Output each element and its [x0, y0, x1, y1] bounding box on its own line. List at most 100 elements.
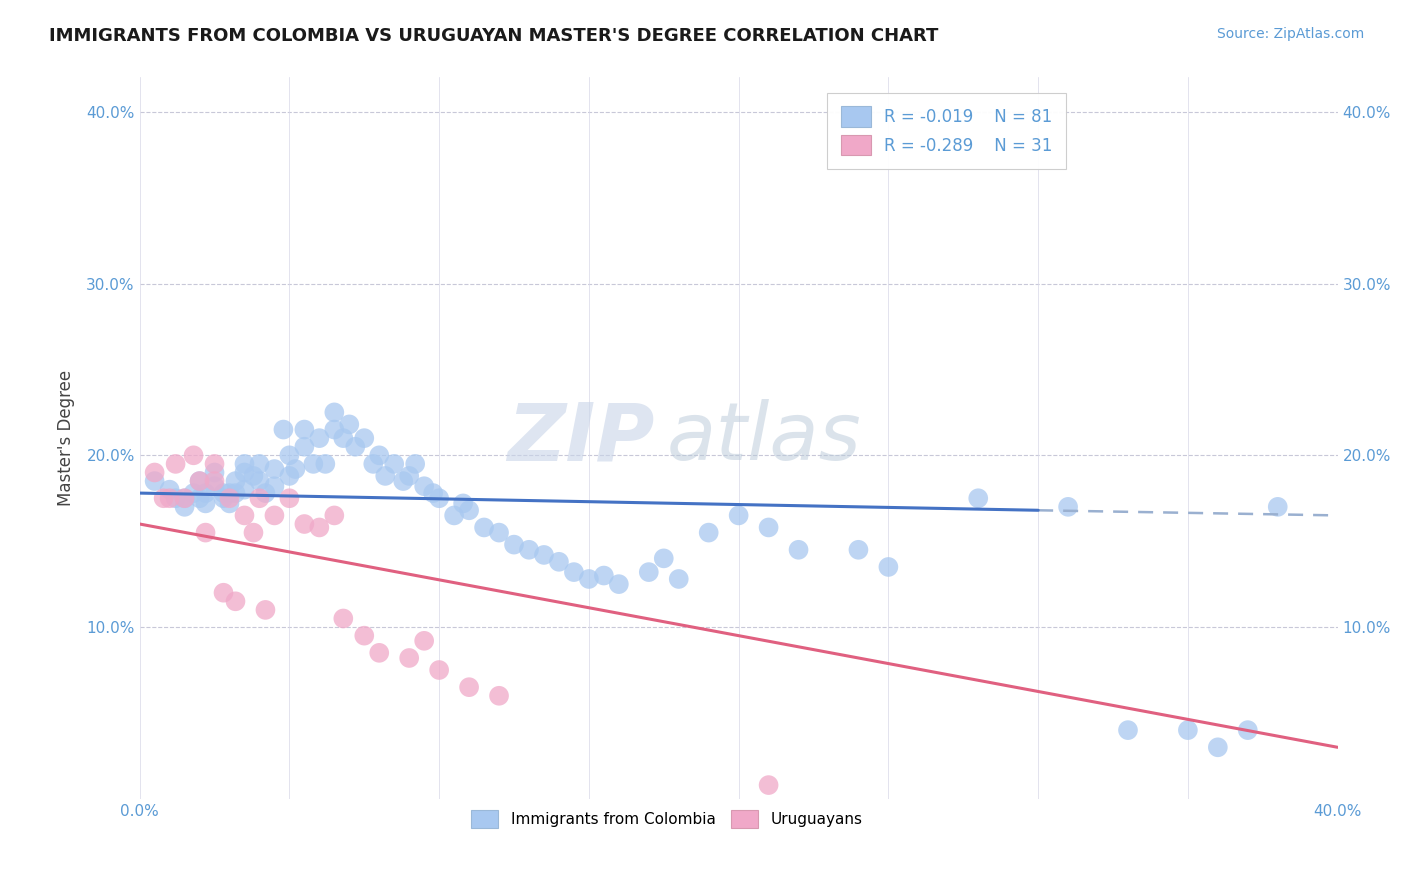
- Point: [165, 491, 187, 506]
- Point: [368, 646, 391, 660]
- Point: [652, 551, 675, 566]
- Point: [368, 448, 391, 462]
- Point: [361, 457, 384, 471]
- Point: [194, 486, 217, 500]
- Text: IMMIGRANTS FROM COLOMBIA VS URUGUAYAN MASTER'S DEGREE CORRELATION CHART: IMMIGRANTS FROM COLOMBIA VS URUGUAYAN MA…: [49, 27, 939, 45]
- Point: [668, 572, 690, 586]
- Point: [224, 486, 246, 500]
- Point: [204, 466, 226, 480]
- Point: [404, 457, 426, 471]
- Text: ZIP: ZIP: [508, 399, 655, 477]
- Point: [517, 542, 540, 557]
- Point: [218, 491, 240, 506]
- Point: [292, 423, 315, 437]
- Point: [1057, 500, 1080, 514]
- Point: [183, 448, 205, 462]
- Point: [1267, 500, 1289, 514]
- Point: [233, 466, 256, 480]
- Point: [263, 462, 285, 476]
- Point: [427, 663, 450, 677]
- Point: [159, 483, 181, 497]
- Point: [143, 474, 166, 488]
- Point: [242, 469, 264, 483]
- Point: [332, 611, 354, 625]
- Point: [183, 486, 205, 500]
- Point: [787, 542, 810, 557]
- Point: [278, 469, 301, 483]
- Point: [254, 486, 277, 500]
- Point: [697, 525, 720, 540]
- Point: [637, 565, 659, 579]
- Point: [592, 568, 614, 582]
- Point: [398, 469, 420, 483]
- Point: [204, 457, 226, 471]
- Point: [188, 491, 211, 506]
- Point: [413, 633, 436, 648]
- Point: [218, 496, 240, 510]
- Point: [278, 448, 301, 462]
- Y-axis label: Master's Degree: Master's Degree: [58, 370, 75, 506]
- Point: [533, 548, 555, 562]
- Point: [249, 491, 271, 506]
- Point: [173, 500, 195, 514]
- Point: [173, 491, 195, 506]
- Point: [353, 431, 375, 445]
- Point: [1236, 723, 1258, 738]
- Point: [422, 486, 444, 500]
- Point: [242, 525, 264, 540]
- Point: [332, 431, 354, 445]
- Point: [1177, 723, 1199, 738]
- Point: [398, 651, 420, 665]
- Point: [204, 479, 226, 493]
- Point: [488, 525, 510, 540]
- Point: [233, 457, 256, 471]
- Point: [382, 457, 405, 471]
- Point: [562, 565, 585, 579]
- Point: [877, 560, 900, 574]
- Point: [165, 457, 187, 471]
- Point: [607, 577, 630, 591]
- Point: [254, 603, 277, 617]
- Point: [451, 496, 474, 510]
- Point: [578, 572, 600, 586]
- Point: [1116, 723, 1139, 738]
- Point: [278, 491, 301, 506]
- Point: [413, 479, 436, 493]
- Point: [173, 491, 195, 506]
- Point: [194, 496, 217, 510]
- Point: [374, 469, 396, 483]
- Point: [967, 491, 990, 506]
- Point: [143, 466, 166, 480]
- Point: [392, 474, 415, 488]
- Text: Source: ZipAtlas.com: Source: ZipAtlas.com: [1216, 27, 1364, 41]
- Point: [758, 778, 780, 792]
- Point: [249, 474, 271, 488]
- Point: [152, 491, 174, 506]
- Point: [212, 491, 235, 506]
- Point: [159, 491, 181, 506]
- Point: [218, 486, 240, 500]
- Point: [292, 440, 315, 454]
- Point: [758, 520, 780, 534]
- Point: [344, 440, 367, 454]
- Point: [263, 508, 285, 523]
- Point: [212, 585, 235, 599]
- Point: [488, 689, 510, 703]
- Point: [337, 417, 360, 432]
- Point: [848, 542, 870, 557]
- Text: atlas: atlas: [666, 399, 862, 477]
- Legend: Immigrants from Colombia, Uruguayans: Immigrants from Colombia, Uruguayans: [465, 804, 869, 835]
- Point: [323, 508, 346, 523]
- Point: [458, 680, 481, 694]
- Point: [204, 474, 226, 488]
- Point: [224, 474, 246, 488]
- Point: [308, 431, 330, 445]
- Point: [548, 555, 571, 569]
- Point: [249, 457, 271, 471]
- Point: [727, 508, 749, 523]
- Point: [323, 423, 346, 437]
- Point: [353, 629, 375, 643]
- Point: [273, 423, 295, 437]
- Point: [188, 474, 211, 488]
- Point: [263, 479, 285, 493]
